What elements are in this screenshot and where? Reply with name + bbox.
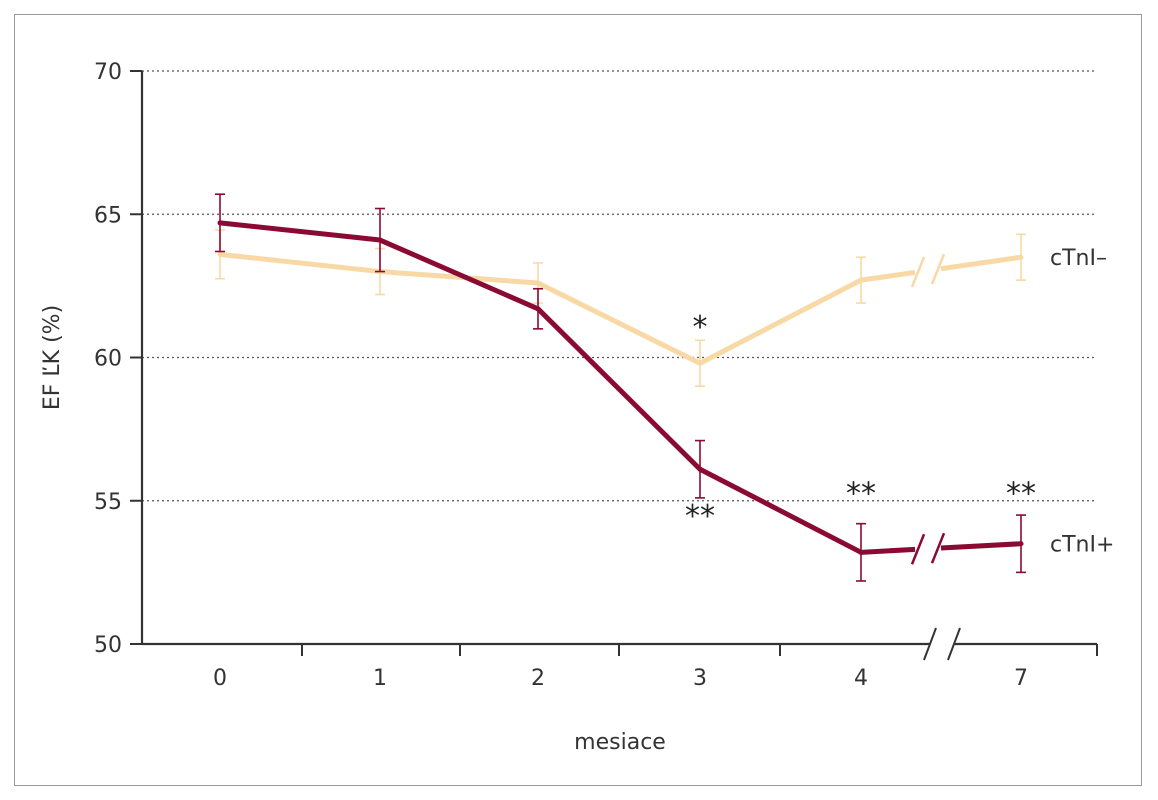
data-point (1018, 541, 1024, 547)
series-ctni-minus (215, 229, 1026, 387)
series-break-mark (930, 532, 946, 564)
x-axis-break-mark (923, 627, 937, 661)
x-axis-label: mesiace (574, 730, 666, 755)
x-tick-label: 2 (531, 666, 545, 691)
series-label: cTnI– (1050, 246, 1107, 271)
x-tick-label: 4 (854, 666, 868, 691)
significance-annotation: ** (685, 499, 715, 534)
y-axis-label: EF ĽK (%) (40, 305, 65, 410)
data-point (858, 277, 864, 283)
data-point (535, 306, 541, 312)
series-label: cTnI+ (1050, 533, 1114, 558)
x-tick-label: 0 (213, 666, 227, 691)
y-tick-label: 65 (94, 203, 122, 228)
significance-annotation: ** (1006, 476, 1036, 511)
data-point (697, 360, 703, 366)
series-ctni-plus (215, 193, 1026, 582)
series-line-after-break (940, 254, 1022, 272)
series-layer (215, 193, 1026, 582)
x-tick-label: 3 (693, 666, 707, 691)
y-tick-label: 50 (94, 633, 122, 658)
data-point (217, 251, 223, 257)
series-line-after-break (940, 541, 1022, 551)
series-line (219, 251, 916, 366)
series-break-mark (910, 533, 926, 565)
y-tick-label: 60 (94, 347, 122, 372)
y-tick-label: 70 (94, 60, 122, 85)
data-point (535, 280, 541, 286)
significance-annotation: ** (846, 476, 876, 511)
grid-lines (142, 70, 1097, 502)
series-break-mark (930, 253, 946, 285)
chart-frame: 50 55 60 65 70 0 1 2 3 4 7 mesiace EF ĽK (%) cTnI– cT… (14, 14, 1142, 786)
series-break-mark (910, 256, 926, 288)
y-tick-label: 55 (94, 490, 122, 515)
data-point (1018, 254, 1024, 260)
data-point (217, 220, 223, 226)
significance-annotation: * (693, 310, 708, 345)
x-tick-label: 7 (1014, 666, 1028, 691)
line-chart: 50 55 60 65 70 0 1 2 3 4 7 mesiace EF ĽK (%) cTnI– cT… (40, 60, 1114, 755)
data-point (858, 549, 864, 555)
x-axis-break-mark (947, 627, 961, 661)
data-point (377, 237, 383, 243)
series-line (219, 220, 916, 555)
axes: 50 55 60 65 70 0 1 2 3 4 7 (94, 60, 1098, 691)
data-point (697, 466, 703, 472)
x-tick-label: 1 (373, 666, 387, 691)
